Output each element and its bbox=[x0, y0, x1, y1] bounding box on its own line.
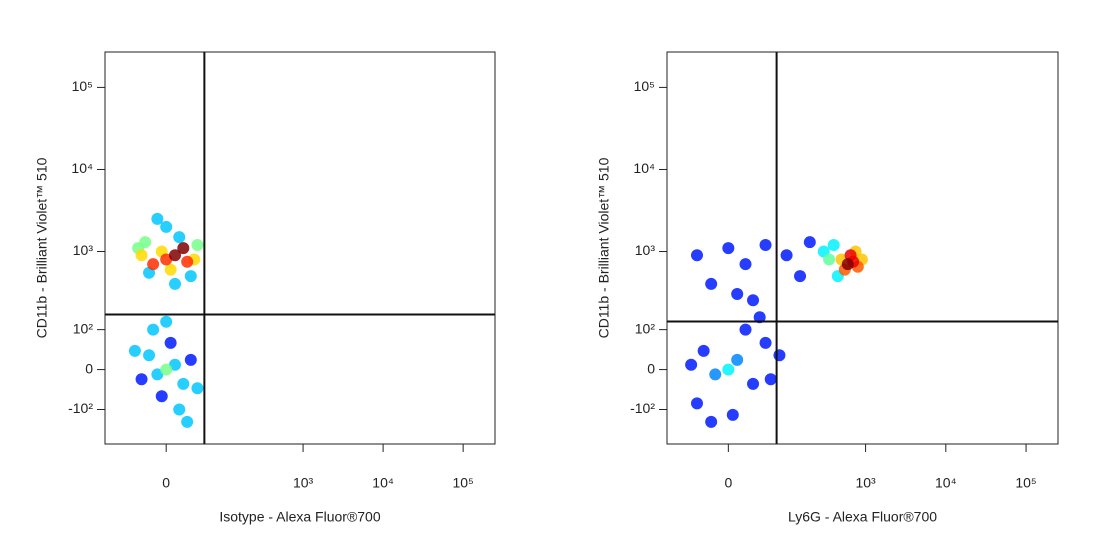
event-point bbox=[181, 255, 194, 268]
event-point bbox=[177, 377, 190, 390]
y-tick-label: 0 bbox=[85, 360, 93, 376]
y-tick-label: 10² bbox=[635, 320, 656, 336]
event-point bbox=[780, 249, 793, 262]
event-point bbox=[731, 353, 744, 366]
event-point bbox=[690, 397, 703, 410]
y-tick-label: 10⁴ bbox=[633, 160, 655, 176]
event-point bbox=[722, 242, 735, 255]
x-tick-label: 10⁴ bbox=[372, 475, 394, 491]
x-axis-label: Isotype - Alexa Fluor®700 bbox=[219, 509, 381, 525]
event-point bbox=[147, 323, 160, 336]
event-point bbox=[151, 368, 164, 381]
plot-frame bbox=[104, 51, 496, 445]
event-point bbox=[697, 344, 710, 357]
event-point bbox=[147, 258, 160, 271]
x-tick-label: 0 bbox=[724, 475, 732, 491]
event-point bbox=[722, 363, 735, 376]
x-tick-label: 10⁴ bbox=[935, 475, 957, 491]
event-point bbox=[803, 236, 816, 249]
plot: 0 10³ 10⁴ 10⁵ -10² 0 10² 10³ 10⁴ 10⁵ Ly6G - Alexa … bbox=[596, 51, 1059, 525]
event-point bbox=[823, 253, 836, 266]
event-point bbox=[705, 277, 718, 290]
event-point bbox=[731, 287, 744, 300]
event-point bbox=[169, 249, 182, 262]
event-point bbox=[184, 270, 197, 283]
y-tick-label: -10² bbox=[630, 400, 655, 416]
x-tick-label: 0 bbox=[162, 475, 170, 491]
event-point bbox=[173, 231, 186, 244]
x-axis-label: Ly6G - Alexa Fluor®700 bbox=[788, 509, 937, 525]
event-point bbox=[685, 358, 698, 371]
event-point bbox=[169, 277, 182, 290]
event-point bbox=[164, 336, 177, 349]
event-point bbox=[827, 239, 840, 252]
event-point bbox=[705, 415, 718, 428]
event-point bbox=[191, 239, 204, 252]
event-point bbox=[177, 242, 190, 255]
y-tick-label: 0 bbox=[647, 360, 655, 376]
event-point bbox=[135, 249, 148, 262]
event-point bbox=[747, 294, 760, 307]
x-tick-label: 10⁵ bbox=[452, 475, 473, 491]
plot-frame bbox=[666, 51, 1059, 445]
y-axis-label: CD11b - Brilliant Violet™ 510 bbox=[596, 157, 612, 338]
x-tick-label: 10⁵ bbox=[1015, 475, 1036, 491]
event-point bbox=[759, 336, 772, 349]
event-point bbox=[759, 239, 772, 252]
event-point bbox=[753, 311, 766, 324]
event-point bbox=[181, 415, 194, 428]
event-point bbox=[160, 363, 173, 376]
event-point bbox=[151, 212, 164, 225]
y-tick-label: 10² bbox=[73, 320, 94, 336]
event-point bbox=[690, 249, 703, 262]
y-tick-label: 10⁵ bbox=[634, 78, 655, 94]
event-point bbox=[726, 408, 739, 421]
event-point bbox=[143, 349, 156, 362]
y-axis-label: CD11b - Brilliant Violet™ 510 bbox=[34, 157, 50, 338]
event-point bbox=[173, 403, 186, 416]
y-tick-label: 10³ bbox=[635, 242, 656, 258]
event-point bbox=[184, 353, 197, 366]
event-point bbox=[155, 390, 168, 403]
event-point bbox=[169, 358, 182, 371]
x-tick-label: 10³ bbox=[855, 475, 876, 491]
x-tick-label: 10³ bbox=[293, 475, 314, 491]
event-point bbox=[747, 377, 760, 390]
plot: 0 10³ 10⁴ 10⁵ -10² 0 10² 10³ 10⁴ 10⁵ Isotype - Ale… bbox=[34, 51, 496, 525]
event-point bbox=[764, 373, 777, 386]
event-point bbox=[841, 258, 854, 271]
event-point bbox=[160, 220, 173, 233]
y-tick-label: 10³ bbox=[73, 242, 94, 258]
event-point bbox=[164, 263, 177, 276]
event-point bbox=[794, 270, 807, 283]
event-point bbox=[739, 258, 752, 271]
event-point bbox=[128, 344, 141, 357]
event-point bbox=[191, 382, 204, 395]
event-point bbox=[773, 349, 786, 362]
event-point bbox=[135, 373, 148, 386]
event-point bbox=[709, 368, 722, 381]
event-point bbox=[739, 323, 752, 336]
event-point bbox=[160, 315, 173, 328]
y-tick-label: 10⁴ bbox=[71, 160, 93, 176]
y-tick-label: -10² bbox=[68, 400, 93, 416]
y-tick-label: 10⁵ bbox=[72, 78, 93, 94]
